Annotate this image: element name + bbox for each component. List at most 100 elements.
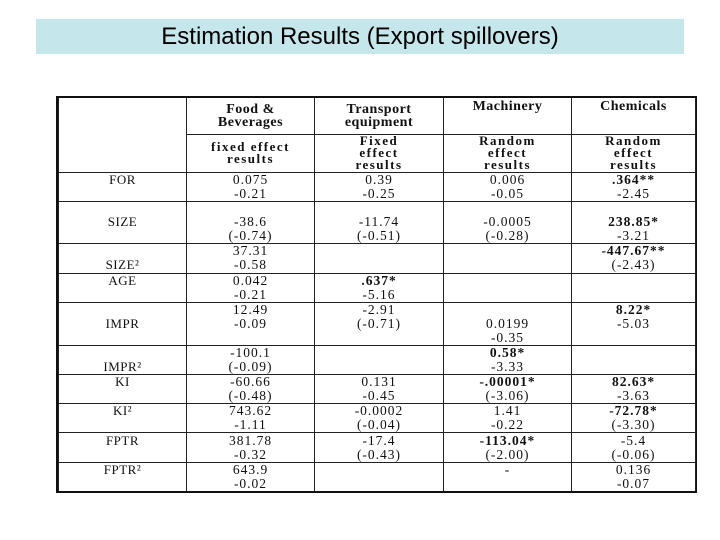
value-cell bbox=[443, 287, 572, 303]
value-cell: 0.006 bbox=[443, 172, 572, 187]
value-cell: -0.09 bbox=[186, 316, 315, 331]
value-cell: 8.22* bbox=[571, 301, 696, 317]
subheader-text-machinery: Random effect results bbox=[479, 134, 536, 172]
variable-label-cell: FPTR bbox=[58, 432, 187, 448]
value-cell: -11.74 bbox=[314, 215, 444, 230]
value-cell bbox=[443, 301, 572, 317]
value-cell bbox=[314, 200, 444, 216]
value-cell bbox=[571, 330, 696, 346]
subheader-cell-variable bbox=[58, 134, 187, 173]
variable-label-cell bbox=[58, 243, 187, 259]
value-cell bbox=[571, 359, 696, 375]
value-cell: (-0.09) bbox=[186, 359, 315, 375]
value-cell: -0.58 bbox=[186, 258, 315, 273]
value-cell: .364** bbox=[571, 172, 696, 187]
variable-label-cell bbox=[58, 330, 187, 346]
variable-label-cell bbox=[58, 344, 187, 360]
value-cell: -0.05 bbox=[443, 186, 572, 202]
table-row: -0.35 bbox=[58, 330, 696, 346]
table-row: -100.1 0.58* bbox=[58, 344, 696, 360]
value-cell: (-0.28) bbox=[443, 229, 572, 244]
header-cell-transport-equipment: Transport equipment bbox=[314, 98, 444, 135]
table-row: (-0.48) -0.45 (-3.06) -3.63 bbox=[58, 389, 696, 404]
table-row: -0.02 -0.07 bbox=[58, 476, 696, 491]
value-cell: -0.21 bbox=[186, 287, 315, 303]
value-cell: 37.31 bbox=[186, 243, 315, 259]
variable-label-cell bbox=[58, 389, 187, 404]
value-cell: -3.63 bbox=[571, 389, 696, 404]
variable-label-cell: IMPR² bbox=[58, 359, 187, 375]
value-cell: -0.32 bbox=[186, 447, 315, 463]
value-cell bbox=[314, 258, 444, 273]
value-cell: -0.22 bbox=[443, 418, 572, 433]
table-row bbox=[58, 200, 696, 216]
value-cell: 0.131 bbox=[314, 374, 444, 390]
table-row: (-0.74) (-0.51) (-0.28) -3.21 bbox=[58, 229, 696, 244]
value-cell: -0.21 bbox=[186, 186, 315, 202]
table-row: KI -60.66 0.131 -.00001* 82.63* bbox=[58, 374, 696, 390]
slide-title: Estimation Results (Export spillovers) bbox=[36, 19, 684, 54]
variable-label-cell: SIZE bbox=[58, 215, 187, 230]
subheader-row: fixed effect results Fixed effect result… bbox=[58, 134, 696, 173]
table-row: 12.49 -2.91 8.22* bbox=[58, 301, 696, 317]
value-cell bbox=[571, 200, 696, 216]
value-cell bbox=[571, 344, 696, 360]
value-cell: -0.0005 bbox=[443, 215, 572, 230]
subheader-text-chemicals: Random effect results bbox=[605, 134, 662, 172]
value-cell: 381.78 bbox=[186, 432, 315, 448]
table-row: SIZE -38.6 -11.74 -0.0005 238.85* bbox=[58, 215, 696, 230]
header-cell-machinery: Machinery bbox=[443, 98, 572, 135]
value-cell: -3.33 bbox=[443, 359, 572, 375]
table-row: -0.21 -5.16 bbox=[58, 287, 696, 303]
variable-label-cell bbox=[58, 301, 187, 317]
table-row: AGE 0.042.637* bbox=[58, 272, 696, 288]
variable-label-cell bbox=[58, 229, 187, 244]
value-cell: (-3.06) bbox=[443, 389, 572, 404]
variable-label-cell bbox=[58, 186, 187, 202]
value-cell: -.00001* bbox=[443, 374, 572, 390]
value-cell bbox=[443, 200, 572, 216]
value-cell: 743.62 bbox=[186, 403, 315, 419]
table-body: FOR 0.075 0.39 0.006.364** -0.21 -0.25 -0.05 -2… bbox=[58, 172, 696, 491]
value-cell bbox=[314, 330, 444, 346]
value-cell: -1.11 bbox=[186, 418, 315, 433]
value-cell bbox=[314, 461, 444, 477]
value-cell: 12.49 bbox=[186, 301, 315, 317]
value-cell: -0.45 bbox=[314, 389, 444, 404]
value-cell: -5.4 bbox=[571, 432, 696, 448]
value-cell: -0.35 bbox=[443, 330, 572, 346]
variable-label-cell: KI² bbox=[58, 403, 187, 419]
header-cell-variable bbox=[58, 98, 187, 134]
value-cell: .637* bbox=[314, 272, 444, 288]
value-cell: 0.042 bbox=[186, 272, 315, 288]
value-cell: -447.67** bbox=[571, 243, 696, 259]
value-cell: -5.03 bbox=[571, 316, 696, 331]
variable-label-cell bbox=[58, 200, 187, 216]
table-row: FPTR² 643.9 -0.136 bbox=[58, 461, 696, 477]
value-cell: -0.25 bbox=[314, 186, 444, 202]
value-cell bbox=[571, 272, 696, 288]
value-cell bbox=[443, 243, 572, 259]
value-cell bbox=[443, 476, 572, 491]
subheader-cell-transport-equipment: Fixed effect results bbox=[314, 134, 444, 173]
header-cell-food-beverages: Food & Beverages bbox=[186, 98, 315, 135]
value-cell: -17.4 bbox=[314, 432, 444, 448]
estimation-results-table: Food & Beverages Transport equipment Mac… bbox=[58, 98, 696, 491]
value-cell bbox=[314, 243, 444, 259]
variable-label-cell: FPTR² bbox=[58, 461, 187, 477]
value-cell: 0.136 bbox=[571, 461, 696, 477]
value-cell: -113.04* bbox=[443, 432, 572, 448]
value-cell: (-0.43) bbox=[314, 447, 444, 463]
value-cell: -0.07 bbox=[571, 476, 696, 491]
value-cell: 238.85* bbox=[571, 215, 696, 230]
variable-label-cell: AGE bbox=[58, 272, 187, 288]
value-cell bbox=[314, 344, 444, 360]
subheader-cell-chemicals: Random effect results bbox=[571, 134, 696, 173]
value-cell: -72.78* bbox=[571, 403, 696, 419]
variable-label-cell bbox=[58, 418, 187, 433]
variable-label-cell: IMPR bbox=[58, 316, 187, 331]
value-cell: 0.58* bbox=[443, 344, 572, 360]
variable-label-cell: FOR bbox=[58, 172, 187, 187]
value-cell: 643.9 bbox=[186, 461, 315, 477]
value-cell bbox=[571, 287, 696, 303]
